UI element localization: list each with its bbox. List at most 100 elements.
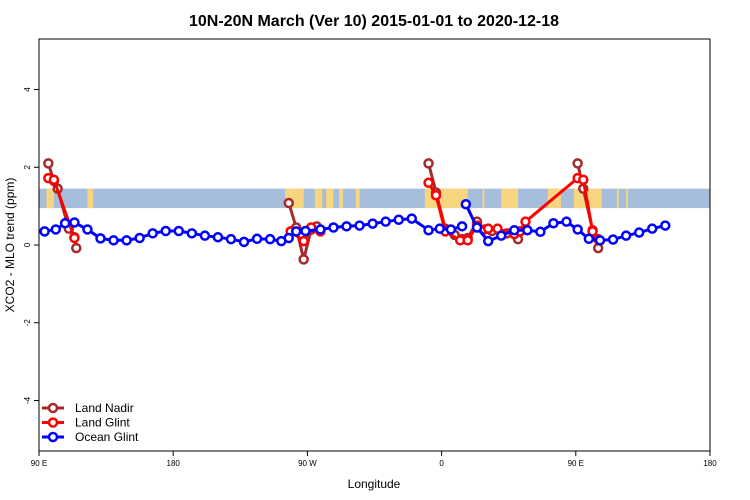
ocean-glint-point	[633, 227, 645, 238]
ocean-glint-point	[315, 224, 326, 235]
ocean-glint-point	[59, 217, 71, 229]
ocean-glint-point	[456, 221, 468, 232]
legend-label-land-nadir: Land Nadir	[75, 401, 134, 415]
land-span-3	[314, 188, 323, 209]
ocean-glint-point	[108, 235, 119, 246]
ocean-glint-point	[406, 213, 418, 224]
ocean-glint-point	[482, 235, 494, 247]
ocean-glint-point	[82, 224, 93, 235]
legend-label-ocean-glint: Ocean Glint	[75, 430, 139, 444]
y-tick-label-0: -4	[23, 396, 32, 404]
y-tick-label-4: 4	[23, 87, 32, 92]
land-glint-point	[48, 174, 60, 185]
land-span-4	[326, 188, 334, 209]
y-axis: -4 -2 0 2 4	[23, 87, 39, 404]
land-nadir-point	[71, 242, 82, 254]
ocean-glint-point	[445, 224, 457, 235]
ocean-glint-point	[572, 224, 583, 235]
legend-marker-land-glint	[47, 417, 59, 428]
land-glint-point	[578, 174, 589, 185]
series-land-glint	[43, 172, 604, 247]
land-glint-point	[462, 235, 473, 246]
land-span-5	[339, 188, 343, 209]
ocean-glint-point	[328, 222, 339, 233]
ocean-glint-point	[134, 232, 145, 244]
land-ocean-band	[39, 188, 710, 209]
land-span-12	[616, 188, 619, 209]
ocean-glint-point	[561, 216, 572, 227]
ocean-glint-point	[646, 223, 658, 234]
land-glint-point	[298, 235, 309, 247]
series-land-nadir	[43, 158, 604, 265]
y-tick-label-1: -2	[23, 319, 32, 327]
ocean-glint-point	[367, 218, 378, 229]
ocean-glint-point	[495, 230, 507, 241]
ocean-glint-point	[264, 233, 276, 245]
land-glint-point	[482, 223, 494, 234]
ocean-glint-point	[354, 220, 365, 231]
ocean-glint-point	[283, 232, 295, 244]
ocean-glint-point	[341, 221, 352, 232]
ocean-glint-point	[423, 224, 434, 236]
ocean-glint-point	[121, 235, 132, 246]
ocean-glint-point	[212, 231, 224, 243]
y-axis-label: XCO2 - MLO trend (ppm)	[3, 178, 17, 313]
ocean-glint-point	[69, 217, 80, 228]
land-nadir-point	[298, 254, 309, 265]
ocean-glint-point	[160, 225, 171, 237]
x-tick-label-3: 0	[439, 459, 444, 468]
x-tick-label-5: 180	[703, 459, 717, 468]
ocean-glint-point	[535, 226, 546, 238]
ocean-glint-point	[186, 228, 198, 239]
ocean-glint-point	[620, 230, 632, 241]
ocean-glint-point	[583, 233, 595, 245]
land-nadir-point	[43, 158, 54, 169]
x-tick-label-1: 180	[167, 459, 181, 468]
land-nadir-point	[423, 158, 434, 169]
ocean-glint-point	[522, 224, 533, 236]
ocean-glint-point	[225, 233, 237, 245]
legend-label-land-glint: Land Glint	[75, 416, 130, 430]
land-nadir-point	[283, 197, 295, 209]
plot-frame	[38, 38, 711, 452]
ocean-glint-point	[251, 233, 263, 245]
series-layer	[39, 158, 671, 265]
legend-marker-land-nadir	[47, 402, 59, 414]
chart-title: 10N-20N March (Ver 10) 2015-01-01 to 202…	[189, 13, 559, 30]
ocean-glint-point	[393, 214, 404, 225]
land-span-6	[355, 188, 360, 209]
ocean-glint-point	[173, 225, 185, 237]
ocean-glint-point	[199, 230, 211, 241]
y-tick-label-3: 2	[23, 164, 32, 169]
series-ocean-glint	[39, 198, 671, 248]
ocean-glint-point	[238, 236, 250, 248]
land-nadir-point	[572, 158, 583, 169]
land-glint-point	[69, 232, 80, 244]
land-glint-point	[520, 216, 531, 227]
ocean-glint-point	[434, 223, 445, 234]
land-span-1	[87, 188, 94, 209]
x-tick-label-0: 90 E	[31, 459, 47, 468]
ocean-glint-point	[147, 228, 158, 239]
x-tick-label-4: 90 E	[568, 459, 584, 468]
x-tick-label-2: 90 W	[298, 459, 317, 468]
x-axis-label: Longitude	[348, 477, 401, 491]
ocean-glint-point	[50, 224, 62, 235]
land-span-8	[482, 188, 485, 209]
ocean-glint-point	[594, 235, 606, 246]
x-axis: 90 E 180 90 W 0 90 E 180	[31, 451, 717, 468]
ocean-glint-point	[471, 222, 483, 233]
ocean-glint-point	[660, 220, 671, 231]
ocean-glint-point	[290, 226, 302, 237]
land-span-9	[501, 188, 519, 209]
ocean-glint-point	[460, 198, 472, 210]
ocean-band	[39, 188, 710, 209]
land-glint-point	[430, 189, 442, 201]
ocean-glint-point	[300, 225, 311, 237]
legend-marker-ocean-glint	[47, 431, 59, 443]
ocean-glint-point	[607, 234, 619, 245]
ocean-glint-point	[39, 226, 50, 237]
ocean-glint-point	[380, 216, 391, 227]
